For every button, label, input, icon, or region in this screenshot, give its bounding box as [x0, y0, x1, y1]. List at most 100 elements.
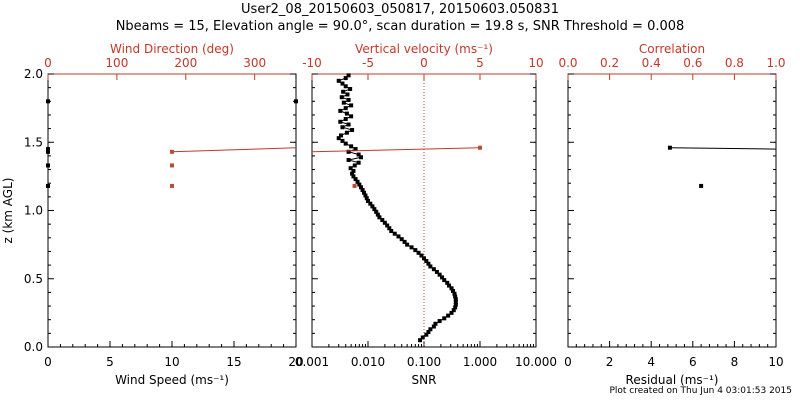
snr-point: [343, 141, 348, 146]
x2-tick-label: 10: [528, 56, 543, 70]
y-axis-label: z (km AGL): [1, 178, 15, 244]
snr-point: [351, 174, 356, 179]
snr-point: [452, 291, 457, 296]
snr-point: [453, 299, 458, 304]
snr-point: [449, 286, 454, 291]
x2-tick-label: 100: [105, 56, 128, 70]
y-tick-label: 0.0: [24, 340, 43, 354]
snr-point: [451, 289, 456, 294]
snr-point: [362, 190, 367, 195]
x2-tick-label: 0: [420, 56, 428, 70]
x-tick-label: 10: [768, 355, 783, 369]
snr-point: [359, 155, 364, 160]
snr-point: [355, 179, 360, 184]
snr-point: [447, 283, 452, 288]
x-tick-label: 5: [106, 355, 114, 369]
snr-point: [420, 335, 425, 340]
snr-point: [340, 138, 345, 143]
snr-point: [352, 163, 357, 168]
snr-point: [348, 166, 353, 171]
direction-line: [171, 147, 297, 153]
x2-tick-label: -5: [362, 56, 374, 70]
snr-point: [428, 327, 433, 332]
x-tick-label: 10.000: [515, 355, 557, 369]
snr-point: [343, 106, 348, 111]
x-tick-label: 0.010: [351, 355, 385, 369]
x2-tick-label: 200: [174, 56, 197, 70]
snr-point: [364, 196, 369, 201]
speed-point: [46, 149, 50, 154]
x2-tick-label: 5: [476, 56, 484, 70]
snr-point: [422, 256, 426, 261]
snr-point: [346, 97, 351, 102]
snr-point: [343, 117, 348, 122]
snr-point: [396, 234, 401, 239]
x2-axis-label: Correlation: [639, 42, 705, 56]
snr-point: [431, 324, 436, 329]
snr-point: [375, 212, 380, 217]
snr-point: [356, 160, 361, 165]
snr-point: [437, 319, 442, 324]
snr-point: [424, 332, 429, 337]
snr-point: [385, 223, 390, 228]
snr-point: [348, 87, 353, 92]
chart-title-line1: User2_08_20150603_050817, 20150603.05083…: [241, 2, 559, 17]
snr-point: [451, 308, 456, 313]
snr-point: [402, 239, 407, 244]
residual-line: [669, 147, 777, 150]
snr-point: [341, 89, 346, 94]
snr-point: [345, 92, 350, 97]
snr-point: [363, 193, 368, 198]
snr-point: [366, 198, 370, 203]
snr-point: [346, 73, 351, 78]
speed-point: [46, 99, 50, 104]
snr-point: [341, 100, 346, 105]
speed-point: [294, 99, 298, 104]
snr-point: [431, 267, 436, 272]
snr-point: [377, 215, 382, 220]
vertical-velocity-line: [311, 147, 481, 153]
x2-tick-label: 0: [44, 56, 52, 70]
snr-profile-line: [337, 75, 457, 341]
snr-point: [392, 231, 397, 236]
snr-point: [349, 103, 354, 108]
snr-point: [339, 95, 344, 100]
x2-tick-label: 0.0: [558, 56, 577, 70]
snr-point: [336, 78, 341, 83]
residual-point: [667, 145, 672, 150]
snr-point: [374, 209, 379, 214]
x2-tick-label: -10: [302, 56, 322, 70]
snr-point: [440, 275, 445, 280]
chart-title-line2: Nbeams = 15, Elevation angle = 90.0°, sc…: [115, 19, 685, 34]
x2-tick-label: 0.2: [600, 56, 619, 70]
snr-point: [346, 122, 351, 127]
snr-point: [426, 261, 431, 266]
snr-point: [426, 329, 431, 334]
snr-point: [370, 204, 375, 209]
snr-point: [453, 297, 458, 302]
snr-point: [418, 338, 423, 343]
snr-point: [346, 157, 351, 162]
speed-point: [46, 163, 50, 168]
snr-point: [380, 218, 385, 223]
residual-point: [699, 183, 704, 188]
x-tick-label: 20: [288, 355, 303, 369]
y-tick-label: 2.0: [24, 67, 43, 81]
x-tick-label: 2: [606, 355, 614, 369]
snr-point: [353, 147, 358, 152]
speed-point: [46, 183, 50, 188]
snr-point: [356, 152, 361, 157]
snr-point: [343, 76, 348, 81]
x-tick-label: 0: [44, 355, 52, 369]
x-tick-label: 15: [226, 355, 241, 369]
x2-tick-label: 300: [243, 56, 266, 70]
snr-point: [445, 280, 450, 285]
snr-point: [453, 302, 458, 307]
snr-point: [340, 81, 345, 86]
x2-axis-label: Wind Direction (deg): [110, 42, 234, 56]
snr-point: [351, 168, 356, 173]
x-tick-label: 8: [731, 355, 739, 369]
snr-point: [350, 171, 355, 176]
x-tick-label: 10: [164, 355, 179, 369]
snr-point: [399, 237, 404, 242]
